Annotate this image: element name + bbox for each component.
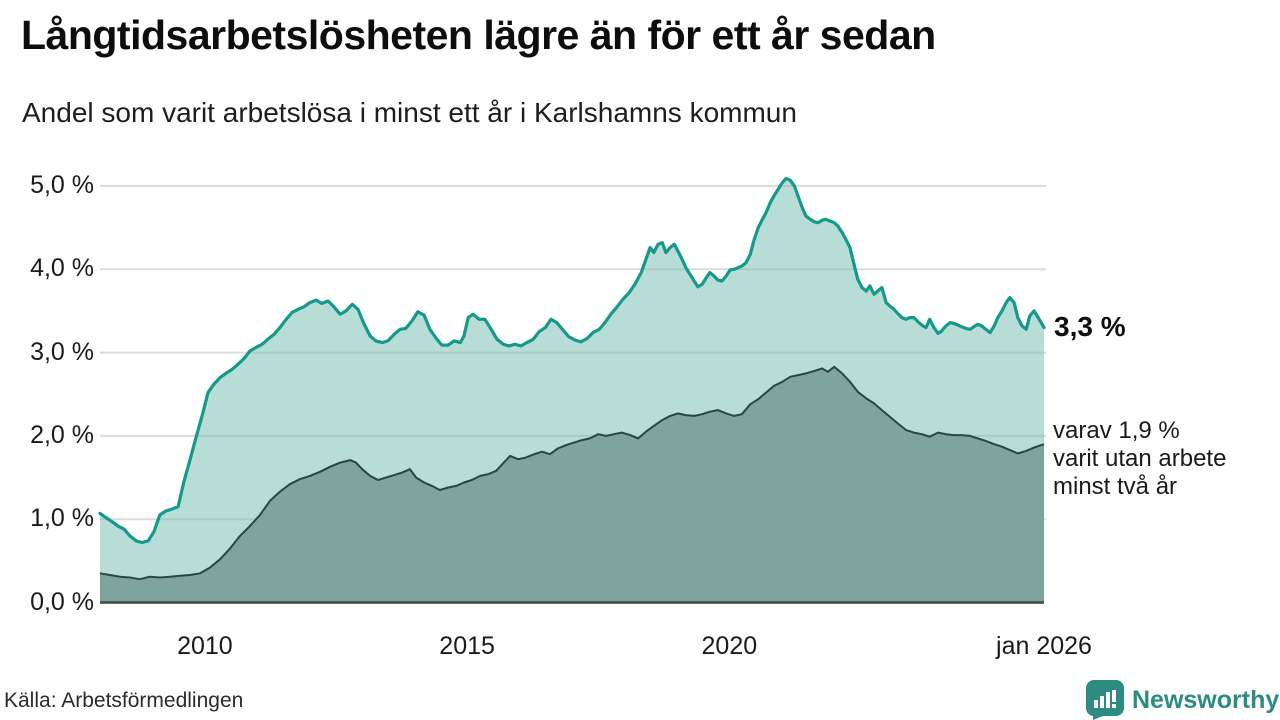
- y-tick-label: 2,0 %: [30, 420, 94, 449]
- y-tick-label: 5,0 %: [30, 171, 94, 199]
- newsworthy-bubble-icon: [1086, 680, 1124, 720]
- x-tick-label: jan 2026: [996, 632, 1092, 660]
- y-tick-label: 3,0 %: [30, 337, 94, 366]
- y-tick-label: 1,0 %: [30, 504, 94, 533]
- latest-value-label: 3,3 %: [1054, 311, 1126, 342]
- x-tick-label: 2010: [177, 632, 233, 660]
- x-tick-label: 2015: [439, 632, 495, 660]
- y-tick-label: 0,0 %: [30, 587, 94, 616]
- line-unemployed-one-year: [98, 176, 1046, 545]
- two-year-annotation-line1: varav 1,9 %: [1053, 417, 1180, 444]
- area-unemployed-two-years: [100, 366, 1044, 603]
- line-unemployed-two-years: [99, 365, 1045, 581]
- two-year-annotation: varav 1,9 % varit utan arbete minst två …: [1053, 417, 1226, 501]
- source-credit: Källa: Arbetsförmedlingen: [4, 689, 244, 712]
- page-title: Långtidsarbetslösheten lägre än för ett …: [21, 12, 936, 58]
- page-subtitle: Andel som varit arbetslösa i minst ett å…: [22, 97, 797, 128]
- y-tick-label: 4,0 %: [30, 254, 94, 283]
- x-tick-label: 2020: [701, 632, 758, 660]
- newsworthy-wordmark: Newsworthy: [1132, 685, 1280, 714]
- two-year-annotation-line2: varit utan arbete: [1053, 445, 1227, 472]
- newsworthy-logo: Newsworthy: [1086, 680, 1279, 720]
- two-year-annotation-line3: minst två år: [1053, 473, 1178, 500]
